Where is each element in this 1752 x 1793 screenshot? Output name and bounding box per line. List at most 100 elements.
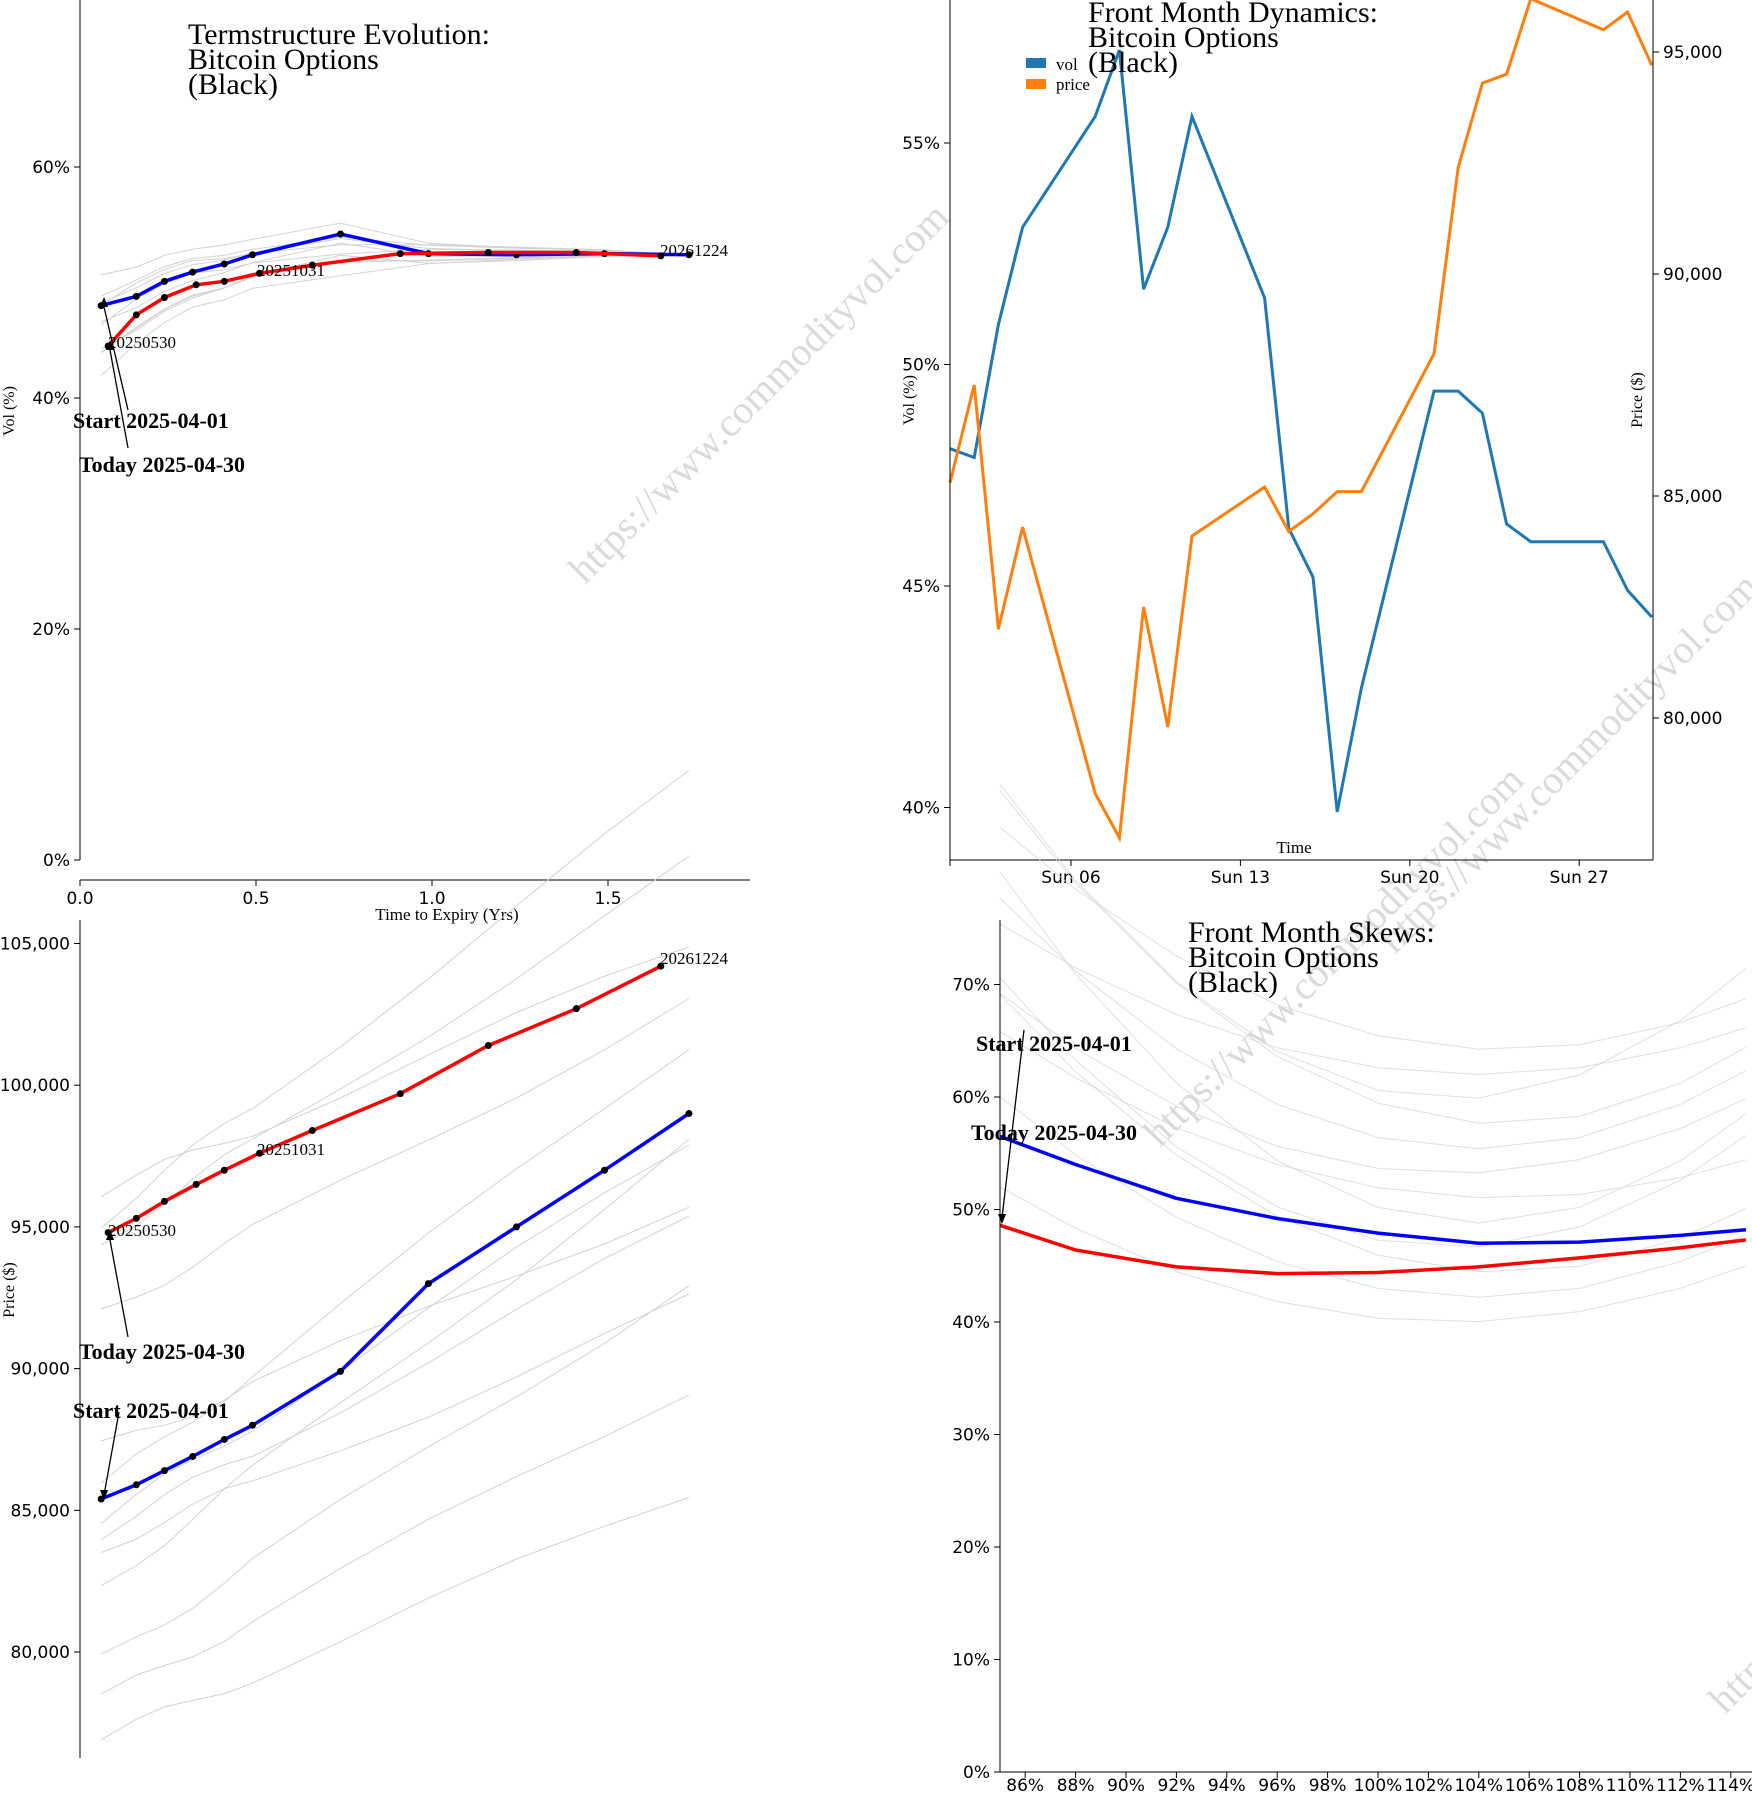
forward-panel: 80,000 85,000 90,000 95,000 100,000 105,000 P… [0, 770, 729, 1758]
forward-y-tick-label: 105,000 [0, 935, 70, 955]
forward-today-point [160, 1197, 168, 1205]
dynamics-price-line [948, 0, 1654, 843]
skews-history-line [999, 783, 1747, 1099]
skews-x-ticks: 86% 88% 90% 92% 94% 96% 98% 100% 102% 104% 106% 108… [1006, 1772, 1752, 1793]
skews-x-tick-label: 92% [1158, 1776, 1196, 1793]
forward-y-tick-label: 100,000 [0, 1076, 70, 1096]
forward-start-point [220, 1435, 228, 1443]
skews-y-tick-label: 10% [952, 1651, 990, 1671]
watermark-bottom-right: https://www.commodityvol.com [1700, 1324, 1752, 1722]
forward-history-lines [100, 770, 690, 1741]
forward-start-point [248, 1421, 256, 1429]
forward-history-line [100, 1215, 690, 1541]
termstructure-today-point [396, 250, 404, 258]
termstructure-x-tick-label: 1.0 [418, 889, 445, 909]
skews-y-tick-label: 60% [952, 1088, 990, 1108]
termstructure-y-tick-label: 20% [32, 620, 70, 640]
forward-history-line [100, 946, 690, 1198]
dynamics-x-tick-label: Sun 13 [1211, 868, 1270, 888]
termstructure-y-label: Vol (%) [1, 386, 18, 436]
skews-history-lines [999, 783, 1747, 1323]
dynamics-y2-tick-label: 85,000 [1663, 487, 1722, 507]
termstructure-today-point [132, 311, 140, 319]
termstructure-start-point [336, 230, 344, 238]
termstructure-today-arrowhead [106, 340, 114, 350]
forward-history-line [100, 1285, 690, 1655]
forward-y-tick-label: 90,000 [11, 1360, 70, 1380]
dynamics-vol-line [949, 49, 1653, 813]
skews-history-line [999, 1186, 1747, 1323]
dynamics-y-label: Vol (%) [901, 375, 918, 425]
dynamics-legend: vol price [1026, 55, 1090, 94]
forward-start-line [100, 1112, 690, 1501]
skews-title-line3: (Black) [1188, 966, 1278, 999]
forward-today-point [657, 962, 665, 970]
dynamics-x-ticks: Sun 06 Sun 13 Sun 20 Sun 27 [949, 860, 1609, 888]
termstructure-x-tick-label: 0.5 [242, 889, 269, 909]
skews-start-arrow [1001, 1029, 1025, 1219]
termstructure-today-point [160, 294, 168, 302]
forward-start-point [424, 1280, 432, 1288]
termstructure-y-tick-label: 60% [32, 158, 70, 178]
dynamics-series [948, 0, 1654, 843]
legend-price-label: price [1056, 75, 1090, 94]
termstructure-label-mid: 20251031 [257, 261, 325, 280]
skews-y-tick-label: 30% [952, 1426, 990, 1446]
skews-x-tick-label: 106% [1505, 1776, 1554, 1793]
forward-start-point [189, 1452, 197, 1460]
skews-x-tick-label: 104% [1454, 1776, 1503, 1793]
forward-start-annotation: Start 2025-04-01 [73, 1398, 229, 1423]
forward-start-point [512, 1223, 520, 1231]
termstructure-start-annotation: Start 2025-04-01 [73, 408, 229, 433]
skews-y-tick-label: 20% [952, 1538, 990, 1558]
termstructure-title-line1: Termstructure Evolution: [188, 18, 490, 51]
skews-start-line [999, 1134, 1747, 1246]
termstructure-history-line [100, 255, 690, 377]
termstructure-history-line [100, 254, 689, 353]
termstructure-x-ticks: 0.0 0.5 1.0 1.5 [66, 880, 622, 909]
termstructure-label-first: 20250530 [108, 333, 176, 352]
skews-x-tick-label: 96% [1258, 1776, 1296, 1793]
termstructure-start-line [100, 232, 690, 308]
dynamics-x-label: Time [1276, 838, 1311, 857]
termstructure-start-arrowhead [100, 297, 108, 307]
termstructure-today-annotation: Today 2025-04-30 [79, 452, 245, 477]
termstructure-label-last: 20261224 [660, 241, 729, 260]
forward-start-point [160, 1467, 168, 1475]
forward-label-mid: 20251031 [257, 1140, 325, 1159]
forward-today-point [484, 1042, 492, 1050]
forward-history-line [100, 1144, 690, 1524]
termstructure-today-point [192, 281, 200, 289]
termstructure-x-label: Time to Expiry (Yrs) [375, 905, 518, 924]
skews-history-line [999, 923, 1747, 1076]
forward-y-label: Price ($) [1, 1262, 18, 1318]
skews-start-annotation: Start 2025-04-01 [976, 1031, 1132, 1056]
skews-x-tick-label: 94% [1208, 1776, 1246, 1793]
dynamics-y2-tick-label: 90,000 [1663, 265, 1722, 285]
termstructure-title-line2: Bitcoin Options [188, 43, 379, 76]
dynamics-y-ticks: 40% 45% 50% 55% [902, 134, 950, 819]
termstructure-start-point [160, 277, 168, 285]
legend-vol-label: vol [1056, 55, 1078, 74]
forward-history-line [100, 1293, 690, 1553]
termstructure-y-ticks: 0% 20% 40% 60% [32, 158, 80, 871]
legend-price-swatch [1026, 79, 1046, 89]
termstructure-title-line3: (Black) [188, 68, 278, 101]
dynamics-x-tick-label: Sun 20 [1380, 868, 1439, 888]
skews-x-tick-label: 86% [1006, 1776, 1044, 1793]
forward-history-line [100, 1138, 690, 1587]
termstructure-start-point [189, 268, 197, 276]
forward-today-point [192, 1180, 200, 1188]
skews-y-tick-label: 50% [952, 1201, 990, 1221]
dynamics-y2-tick-label: 95,000 [1663, 43, 1722, 63]
skews-x-tick-label: 112% [1656, 1776, 1705, 1793]
forward-history-line [100, 1497, 690, 1741]
dynamics-y2-ticks: 80,000 85,000 90,000 95,000 [1653, 43, 1722, 729]
skews-panel: 0% 10% 20% 30% 40% 50% 60% 70% 86% 88% 90% 92% 94% 9… [952, 783, 1752, 1793]
skews-history-line [999, 827, 1747, 1050]
dynamics-title-line2: Bitcoin Options [1088, 21, 1279, 54]
forward-today-point [396, 1090, 404, 1098]
skews-y-tick-label: 0% [963, 1763, 990, 1783]
skews-y-ticks: 0% 10% 20% 30% 40% 50% 60% 70% [952, 976, 1000, 1783]
